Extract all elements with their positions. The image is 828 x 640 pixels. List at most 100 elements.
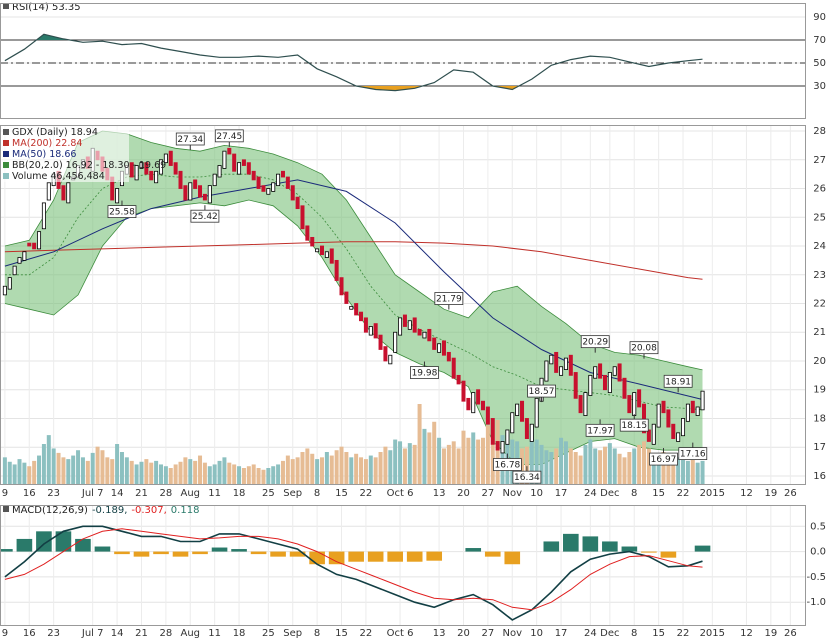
candle [398, 317, 403, 336]
callout-box [512, 470, 542, 484]
candle [237, 162, 242, 175]
callout-label: 27.34 [177, 135, 203, 145]
histogram-bar [504, 551, 521, 565]
candle [563, 357, 568, 371]
x-tick-label: 8 [631, 488, 637, 499]
candle [441, 340, 446, 356]
x-tick-label: 2015 [700, 488, 725, 499]
y-tick-label: 20 [813, 356, 826, 367]
moving-average [4, 241, 703, 280]
y-tick-label: 70 [813, 35, 826, 46]
volume-bar [271, 466, 276, 484]
candle [359, 311, 364, 322]
callout-box [410, 366, 439, 379]
candle [480, 400, 485, 411]
panel-title: RSI(14) 53.35 [12, 2, 81, 13]
volume-bar [193, 460, 198, 484]
volume-bar [690, 455, 695, 484]
callout-box [107, 205, 137, 218]
candle [690, 400, 695, 414]
candle [334, 259, 339, 281]
x-tick-label: Sep [283, 488, 302, 499]
volume-bar [578, 455, 583, 484]
candle [432, 337, 437, 350]
candle [158, 159, 163, 175]
candle [534, 397, 539, 428]
candle [7, 277, 12, 290]
x-tick-label: 24 [584, 628, 597, 639]
callout-label: 18.91 [665, 377, 691, 387]
volume-bar [685, 460, 690, 484]
x-tick-label: 8 [314, 628, 320, 639]
x-tick-label: Jul 7 [81, 628, 104, 639]
histogram-bar [387, 551, 403, 562]
volume-bar [61, 457, 66, 484]
candle [300, 205, 305, 230]
volume-bar [119, 452, 124, 484]
panel-frame [0, 505, 806, 626]
volume-bar [95, 446, 100, 484]
histogram-bar [114, 551, 130, 555]
candle [505, 429, 510, 445]
candle [422, 331, 427, 339]
x-tick-label: 16 [23, 488, 36, 499]
volume-bar [32, 460, 37, 484]
legend-entry: Volume 46,456,484 [12, 171, 105, 182]
volume-bar [129, 460, 134, 484]
volume-bar [110, 459, 115, 484]
x-tick-label: 10 [530, 628, 543, 639]
candle [412, 317, 417, 333]
volume-bar [241, 468, 246, 484]
volume-bar [471, 432, 476, 484]
x-tick-label: Jul 7 [81, 488, 104, 499]
x-tick-label: 14 [111, 628, 124, 639]
legend-entry: BB(20,2.0) 16.92 - 18.30 - 19.69 [12, 160, 166, 171]
x-tick-label: 10 [530, 488, 543, 499]
histogram-bar [16, 538, 33, 552]
panel-frame [0, 3, 806, 119]
callout-label: 19.98 [412, 369, 438, 379]
candle [261, 185, 266, 192]
x-tick-label: 15 [652, 488, 665, 499]
volume-bar [661, 452, 666, 484]
volume-bar [466, 437, 471, 484]
histogram-bar [250, 551, 267, 555]
volume-bar [124, 457, 129, 484]
candle [622, 377, 627, 399]
candle [520, 400, 525, 422]
candle [193, 179, 198, 189]
volume-bar [524, 446, 529, 484]
x-tick-label: Dec [600, 488, 619, 499]
histogram-bar [94, 546, 111, 552]
candle [129, 162, 134, 178]
y-tick-label: 17 [813, 442, 826, 453]
callout-box [585, 423, 615, 437]
candle [632, 392, 637, 416]
volume-bar [183, 457, 188, 484]
x-tick-label: 12 [740, 488, 753, 499]
x-tick-label: 23 [47, 488, 60, 499]
volume-bar [481, 437, 485, 484]
candle [329, 248, 334, 264]
volume-bar [549, 452, 554, 484]
volume-bar [76, 450, 81, 484]
candle [251, 170, 256, 181]
x-tick-label: 22 [677, 628, 690, 639]
histogram-bar [348, 551, 364, 562]
candle [573, 372, 578, 399]
candle [602, 374, 607, 391]
volume-bar [656, 459, 661, 484]
y-tick-label: 30 [813, 81, 826, 92]
candle [168, 150, 173, 166]
volume-bar [354, 453, 359, 484]
x-tick-label: Aug [181, 628, 201, 639]
volume-bar [227, 462, 232, 484]
candle [232, 153, 237, 172]
volume-bar [217, 460, 222, 484]
x-tick-label: Oct 6 [387, 488, 414, 499]
x-tick-label: 27 [482, 488, 495, 499]
volume-bar [334, 450, 339, 484]
volume-bar [383, 446, 388, 484]
volume-bar [520, 448, 525, 484]
candle [642, 403, 647, 434]
